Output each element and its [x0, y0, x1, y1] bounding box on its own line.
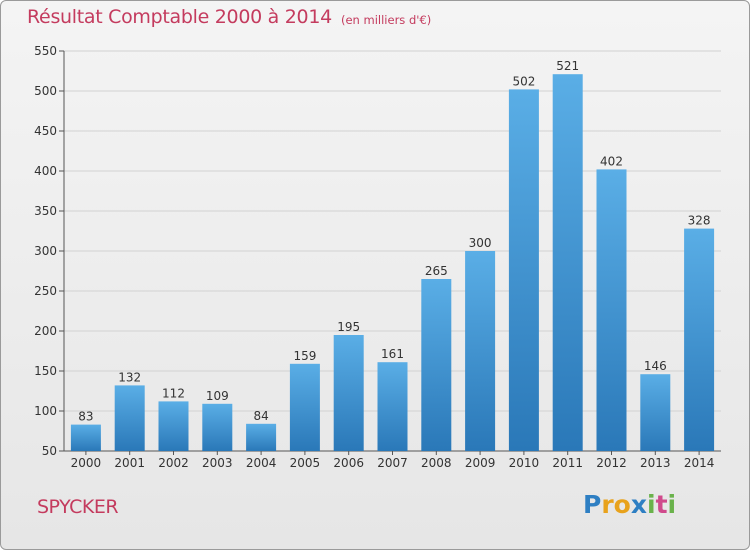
logo-letter: t: [655, 490, 668, 519]
data-label: 159: [293, 349, 316, 363]
x-tick-label: 2009: [465, 456, 496, 470]
y-tick-label: 200: [34, 324, 57, 338]
bar-2014: [684, 228, 715, 451]
data-label: 300: [469, 236, 492, 250]
bar-2012: [596, 169, 627, 451]
y-tick-label: 400: [34, 164, 57, 178]
bar-2011: [552, 74, 583, 451]
bar-2007: [377, 362, 408, 451]
bar-2010: [508, 89, 539, 452]
x-tick-label: 2007: [377, 456, 408, 470]
y-tick-label: 550: [34, 44, 57, 58]
x-tick-label: 2005: [290, 456, 321, 470]
data-label: 109: [206, 389, 229, 403]
x-tick-label: 2013: [640, 456, 671, 470]
bar-2006: [333, 335, 364, 451]
data-label: 502: [512, 74, 535, 88]
logo-letter: i: [667, 490, 677, 519]
bar-2013: [640, 374, 671, 451]
y-tick-label: 500: [34, 84, 57, 98]
x-tick-label: 2006: [333, 456, 364, 470]
location-label: SPYCKER: [37, 496, 119, 518]
x-tick-label: 2008: [421, 456, 452, 470]
y-tick-label: 100: [34, 404, 57, 418]
y-tick-label: 350: [34, 204, 57, 218]
data-label: 84: [253, 409, 268, 423]
bar-2004: [246, 423, 277, 451]
x-tick-label: 2011: [552, 456, 583, 470]
x-tick-label: 2010: [509, 456, 540, 470]
data-label: 521: [556, 59, 579, 73]
chart-subtitle: (en milliers d'€): [341, 13, 432, 27]
y-tick-label: 250: [34, 284, 57, 298]
data-label: 132: [118, 370, 141, 384]
bar-2001: [114, 385, 145, 451]
data-label: 161: [381, 347, 404, 361]
logo-letter: r: [601, 490, 614, 519]
logo-letter: P: [583, 490, 602, 519]
y-tick-label: 450: [34, 124, 57, 138]
data-label: 265: [425, 264, 448, 278]
x-tick-label: 2000: [71, 456, 102, 470]
x-tick-label: 2001: [114, 456, 145, 470]
x-tick-label: 2004: [246, 456, 277, 470]
data-label: 328: [688, 214, 711, 228]
bar-2008: [421, 279, 452, 451]
data-label: 195: [337, 320, 360, 334]
bar-2002: [158, 401, 189, 451]
x-tick-label: 2003: [202, 456, 233, 470]
x-tick-label: 2012: [596, 456, 627, 470]
logo-letter: x: [630, 490, 647, 519]
bar-2009: [465, 251, 496, 451]
chart-title: Résultat Comptable 2000 à 2014: [27, 6, 332, 28]
bar-2005: [289, 363, 320, 451]
data-label: 83: [78, 410, 93, 424]
logo-letter: o: [613, 490, 631, 519]
x-tick-label: 2014: [684, 456, 715, 470]
y-tick-label: 150: [34, 364, 57, 378]
data-label: 146: [644, 359, 667, 373]
data-label: 402: [600, 154, 623, 168]
logo-letter: i: [647, 490, 656, 519]
y-tick-label: 50: [42, 444, 57, 458]
data-label: 112: [162, 386, 185, 400]
y-tick-label: 300: [34, 244, 57, 258]
x-tick-label: 2002: [158, 456, 189, 470]
bar-2000: [70, 424, 101, 451]
bar-2003: [202, 403, 233, 451]
proxiti-logo: Proxiti: [583, 490, 676, 519]
